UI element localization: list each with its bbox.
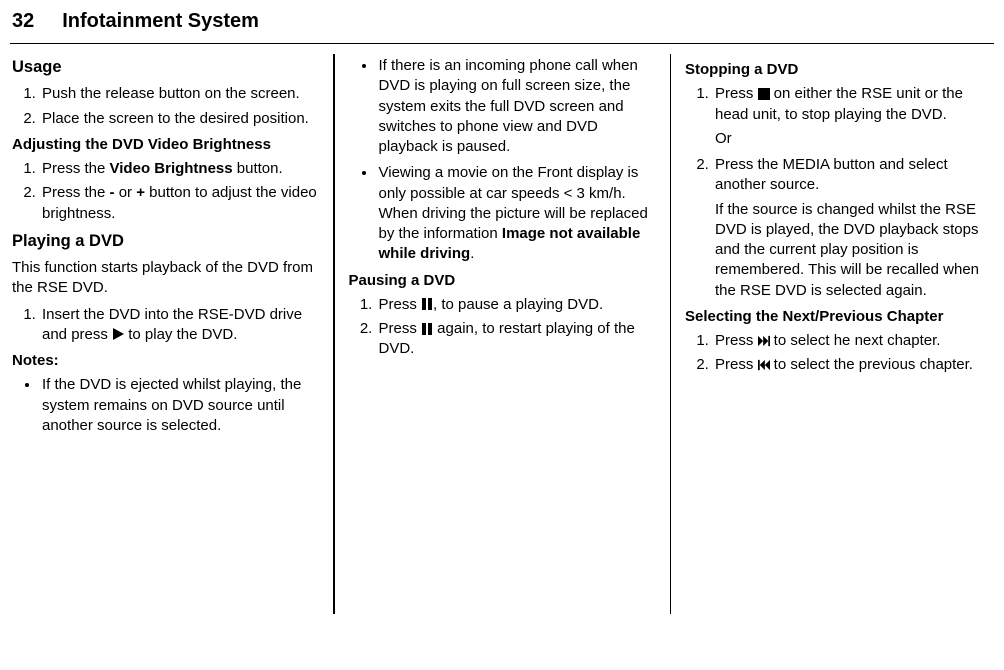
stopping-list: Press on either the RSE unit or the head…	[685, 84, 992, 301]
notes-list-1: If the DVD is ejected whilst playing, th…	[12, 375, 319, 436]
stopping-step-1: Press on either the RSE unit or the head…	[713, 84, 992, 149]
selecting-list: Press to select he next chapter. Press t…	[685, 331, 992, 376]
text: or	[115, 184, 137, 201]
adjust-step-2: Press the - or + button to adjust the vi…	[40, 183, 319, 224]
text: to select the previous chapter.	[770, 356, 973, 373]
text: .	[470, 245, 474, 262]
stop-icon	[758, 88, 770, 100]
text: Press	[715, 356, 758, 373]
text: to select he next chapter.	[770, 332, 941, 349]
pausing-list: Press , to pause a playing DVD. Press ag…	[349, 295, 656, 360]
note-2: If there is an incoming phone call when …	[377, 56, 656, 157]
notes-heading: Notes:	[12, 351, 319, 371]
column-3: Stopping a DVD Press on either the RSE u…	[671, 54, 994, 614]
text: button.	[233, 160, 283, 177]
pausing-step-1: Press , to pause a playing DVD.	[377, 295, 656, 315]
stopping-or: Or	[715, 129, 992, 149]
usage-step-2: Place the screen to the desired position…	[40, 109, 319, 129]
page-header: 32 Infotainment System	[10, 8, 994, 41]
adjust-brightness-heading: Adjusting the DVD Video Brightness	[12, 135, 319, 155]
stopping-step-2: Press the MEDIA button and select anothe…	[713, 155, 992, 301]
note-1: If the DVD is ejected whilst playing, th…	[40, 375, 319, 436]
usage-list: Push the release button on the screen. P…	[12, 84, 319, 129]
page-root: 32 Infotainment System Usage Push the re…	[0, 0, 1004, 624]
header-rule	[10, 43, 994, 44]
text: Press the	[42, 184, 110, 201]
selecting-step-1: Press to select he next chapter.	[713, 331, 992, 351]
stopping-heading: Stopping a DVD	[685, 60, 992, 80]
document-title: Infotainment System	[62, 8, 259, 35]
playing-list: Insert the DVD into the RSE-DVD drive an…	[12, 305, 319, 346]
column-1: Usage Push the release button on the scr…	[10, 54, 333, 614]
usage-heading: Usage	[12, 56, 319, 78]
text: , to pause a playing DVD.	[433, 296, 603, 313]
text: Press the MEDIA button and select anothe…	[715, 156, 948, 193]
notes-list-2: If there is an incoming phone call when …	[349, 56, 656, 265]
text: Press	[379, 296, 422, 313]
play-icon	[112, 328, 124, 340]
stopping-step-2-extra: If the source is changed whilst the RSE …	[715, 200, 992, 301]
video-brightness-label: Video Brightness	[110, 160, 233, 177]
playing-intro: This function starts playback of the DVD…	[12, 258, 319, 299]
text: Press	[715, 332, 758, 349]
page-number: 32	[12, 8, 34, 35]
selecting-heading: Selecting the Next/Previous Chapter	[685, 307, 992, 327]
usage-step-1: Push the release button on the screen.	[40, 84, 319, 104]
text: to play the DVD.	[124, 326, 237, 343]
next-icon	[758, 335, 770, 347]
prev-icon	[758, 359, 770, 371]
adjust-brightness-list: Press the Video Brightness button. Press…	[12, 159, 319, 224]
pausing-heading: Pausing a DVD	[349, 271, 656, 291]
adjust-step-1: Press the Video Brightness button.	[40, 159, 319, 179]
text: Press	[379, 320, 422, 337]
columns: Usage Push the release button on the scr…	[10, 54, 994, 614]
plus-button-label: +	[136, 184, 145, 201]
text: Press the	[42, 160, 110, 177]
column-2: If there is an incoming phone call when …	[335, 54, 670, 614]
playing-step-1: Insert the DVD into the RSE-DVD drive an…	[40, 305, 319, 346]
pausing-step-2: Press again, to restart playing of the D…	[377, 319, 656, 360]
text: Press	[715, 85, 758, 102]
pause-icon	[421, 323, 433, 335]
note-3: Viewing a movie on the Front display is …	[377, 163, 656, 264]
playing-dvd-heading: Playing a DVD	[12, 230, 319, 252]
selecting-step-2: Press to select the previous chapter.	[713, 355, 992, 375]
pause-icon	[421, 298, 433, 310]
